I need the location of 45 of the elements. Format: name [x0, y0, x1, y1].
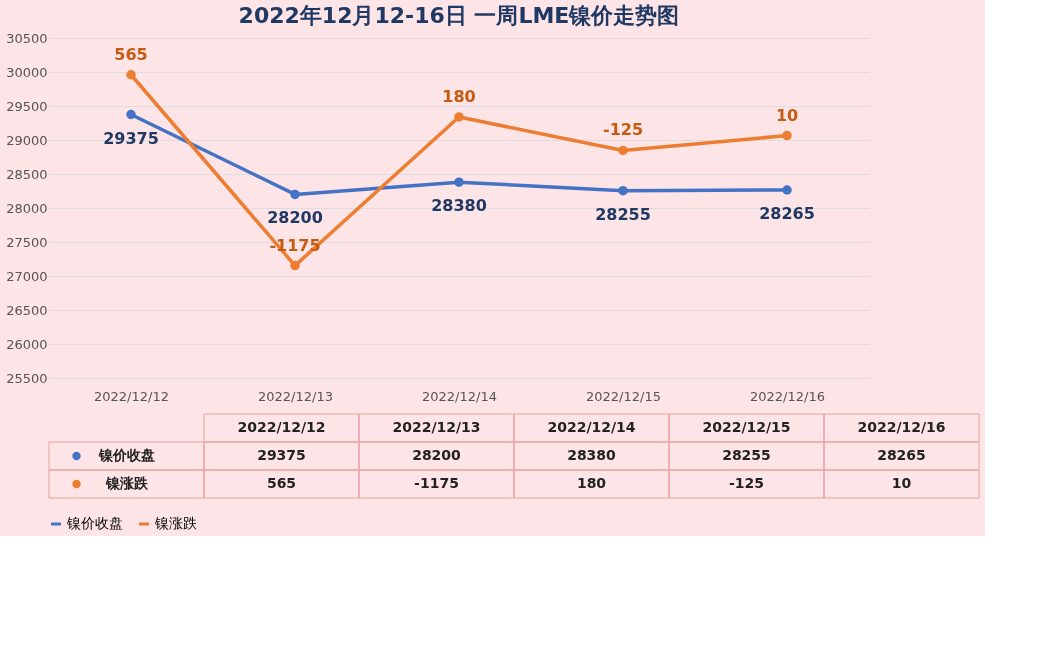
text: 28265: [877, 447, 926, 463]
text: 28200: [412, 447, 461, 463]
y-tick-label: 27500: [6, 234, 48, 250]
y-tick-label: 26000: [6, 336, 48, 352]
text: 28255: [722, 447, 771, 463]
text: 180: [576, 475, 607, 491]
category-label: 2022/12/14: [547, 419, 636, 435]
y-tick-label: 27000: [6, 268, 48, 284]
text: 29375: [257, 447, 306, 463]
data-label: 180: [442, 86, 476, 106]
y-tick-label: 30000: [6, 64, 48, 80]
legend-label: 镍价收盘: [97, 447, 155, 463]
y-tick-label: 26500: [6, 302, 48, 318]
data-label: 28200: [267, 208, 323, 228]
x-tick-label: 2022/12/15: [586, 388, 661, 404]
data-label: 28380: [431, 196, 487, 216]
text: -125: [728, 475, 765, 491]
y-tick-label: 28500: [6, 166, 48, 182]
text: 28380: [567, 447, 616, 463]
text: 565: [266, 475, 297, 491]
text: 10: [891, 475, 912, 491]
data-label: 29375: [103, 128, 159, 148]
x-tick-label: 2022/12/16: [750, 388, 825, 404]
data-label: -125: [602, 120, 644, 140]
y-tick-label: 25500: [6, 370, 48, 386]
chart-title: 2022年12月12-16日 一周LME镍价走势图: [238, 3, 680, 28]
y-tick-label: 29500: [6, 98, 48, 114]
y-tick-label: 29000: [6, 132, 48, 148]
legend-label: 镍涨跌: [104, 475, 149, 491]
category-label: 2022/12/15: [702, 419, 791, 435]
text: 镍涨跌: [155, 515, 197, 531]
x-tick-label: 2022/12/13: [258, 388, 333, 404]
data-label: 28255: [595, 204, 651, 224]
category-label: 2022/12/12: [237, 419, 326, 435]
y-tick-label: 30500: [6, 30, 48, 46]
x-tick-label: 2022/12/14: [422, 388, 497, 404]
data-label: 28265: [759, 203, 815, 223]
data-label: 565: [114, 44, 148, 64]
y-tick-label: 28000: [6, 200, 48, 216]
text: -1175: [414, 475, 459, 491]
x-tick-label: 2022/12/12: [94, 388, 169, 404]
category-label: 2022/12/16: [857, 419, 946, 435]
text: 镍价收盘: [67, 515, 123, 531]
data-label: 10: [775, 105, 799, 125]
category-label: 2022/12/13: [392, 419, 481, 435]
